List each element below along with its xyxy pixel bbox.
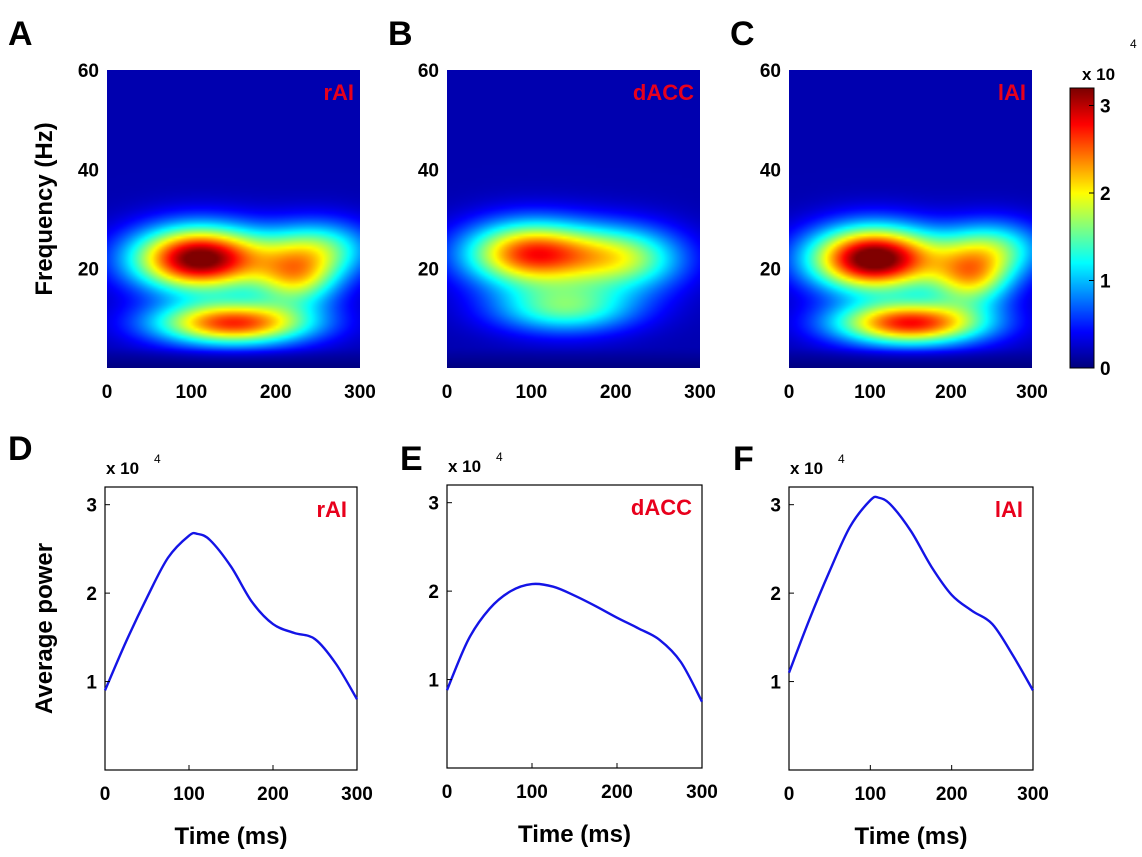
y-multiplier: x 10 <box>448 457 481 476</box>
series-line <box>445 582 704 703</box>
colorbar-tick-label: 0 <box>1100 359 1111 380</box>
x-tick-label: 0 <box>102 382 113 403</box>
y-tick-label: 3 <box>428 494 439 515</box>
x-axis-title: Time (ms) <box>518 821 631 848</box>
panel-letter-b: B <box>388 15 413 53</box>
y-tick-label: 40 <box>760 160 781 181</box>
region-label: dACC <box>633 80 694 105</box>
y-exponent: 4 <box>838 452 845 466</box>
x-tick-label: 0 <box>442 382 453 403</box>
y-tick-label: 20 <box>418 260 439 281</box>
x-tick-label: 200 <box>257 784 289 805</box>
plot-frame <box>104 486 358 771</box>
x-tick-label: 100 <box>516 782 548 803</box>
x-tick-label: 200 <box>260 382 292 403</box>
x-tick-label: 300 <box>341 784 373 805</box>
y-tick-label: 3 <box>86 496 97 517</box>
colorbar-frame <box>1069 87 1095 369</box>
colorbar-tick-label: 1 <box>1100 272 1111 293</box>
plot-frame <box>446 484 703 769</box>
plot-frame <box>788 486 1034 771</box>
y-multiplier: x 10 <box>790 459 823 478</box>
y-tick-label: 2 <box>428 582 439 603</box>
x-tick-label: 100 <box>854 382 886 403</box>
y-tick-label: 60 <box>760 61 781 82</box>
x-tick-label: 300 <box>1016 382 1048 403</box>
x-tick-label: 100 <box>175 382 207 403</box>
y-axis-title: Frequency (Hz) <box>31 122 58 295</box>
colorbar-tick-label: 3 <box>1100 97 1111 118</box>
x-tick-label: 0 <box>442 782 453 803</box>
panel-letter-f: F <box>733 440 754 478</box>
heatmap-image <box>107 70 360 368</box>
y-tick-label: 20 <box>78 260 99 281</box>
line-panel-d: 1 2 3 0 100 200 300 x 10 4 rAI Time (ms) Average po… <box>31 452 373 850</box>
y-tick-label: 1 <box>770 673 781 694</box>
region-label: rAI <box>323 80 354 105</box>
line-panel-e: 1 2 3 0 100 200 300 x 10 4 dACC Time (ms) <box>428 450 717 848</box>
x-tick-label: 100 <box>173 784 205 805</box>
y-tick-label: 2 <box>770 584 781 605</box>
x-axis-title: Time (ms) <box>855 823 968 850</box>
y-tick-label: 1 <box>86 673 97 694</box>
x-tick-label: 200 <box>601 782 633 803</box>
x-tick-label: 200 <box>935 382 967 403</box>
x-tick-label: 300 <box>1017 784 1049 805</box>
y-exponent: 4 <box>154 452 161 466</box>
y-tick-label: 40 <box>418 160 439 181</box>
region-label: rAI <box>316 497 347 522</box>
region-label: lAI <box>995 497 1023 522</box>
heatmap-panel-c: lAI 20 40 60 0 100 200 300 <box>760 61 1048 403</box>
y-exponent: 4 <box>496 450 503 464</box>
line-panel-f: 1 2 3 0 100 200 300 x 10 4 lAI Time (ms) <box>770 452 1048 850</box>
x-tick-label: 200 <box>936 784 968 805</box>
panel-letter-e: E <box>400 440 423 478</box>
y-tick-label: 1 <box>428 671 439 692</box>
x-tick-label: 0 <box>784 784 795 805</box>
x-tick-label: 100 <box>515 382 547 403</box>
y-tick-label: 3 <box>770 496 781 517</box>
colorbar: 0 1 2 3 <box>1069 87 1111 380</box>
x-axis-title: Time (ms) <box>175 823 288 850</box>
y-axis-title: Average power <box>31 543 58 714</box>
region-label: lAI <box>998 80 1026 105</box>
panel-letter-c: C <box>730 15 755 53</box>
x-tick-label: 100 <box>854 784 886 805</box>
heatmap-panel-a: rAI 20 40 60 0 100 200 300 Frequency (Hz) <box>31 61 376 403</box>
y-tick-label: 2 <box>86 584 97 605</box>
x-tick-label: 200 <box>600 382 632 403</box>
x-tick-label: 0 <box>100 784 111 805</box>
heatmap-panel-b: dACC 20 40 60 0 100 200 300 <box>418 61 716 403</box>
y-tick-label: 60 <box>78 61 99 82</box>
heatmap-image <box>789 70 1032 368</box>
x-tick-label: 0 <box>784 382 795 403</box>
colorbar-multiplier: x 10 <box>1082 65 1115 84</box>
y-tick-label: 20 <box>760 260 781 281</box>
series-line <box>103 531 359 700</box>
colorbar-tick-label: 2 <box>1100 184 1111 205</box>
panel-letter-d: D <box>8 430 33 468</box>
x-tick-label: 300 <box>344 382 376 403</box>
y-multiplier: x 10 <box>106 459 139 478</box>
heatmap-image <box>447 70 700 368</box>
x-tick-label: 300 <box>686 782 718 803</box>
y-tick-label: 60 <box>418 61 439 82</box>
y-tick-label: 40 <box>78 160 99 181</box>
x-tick-label: 300 <box>684 382 716 403</box>
colorbar-exponent: 4 <box>1130 37 1137 51</box>
region-label: dACC <box>631 495 692 520</box>
series-line <box>787 495 1035 692</box>
panel-letter-a: A <box>8 15 33 53</box>
colorbar-gradient <box>1070 88 1094 368</box>
